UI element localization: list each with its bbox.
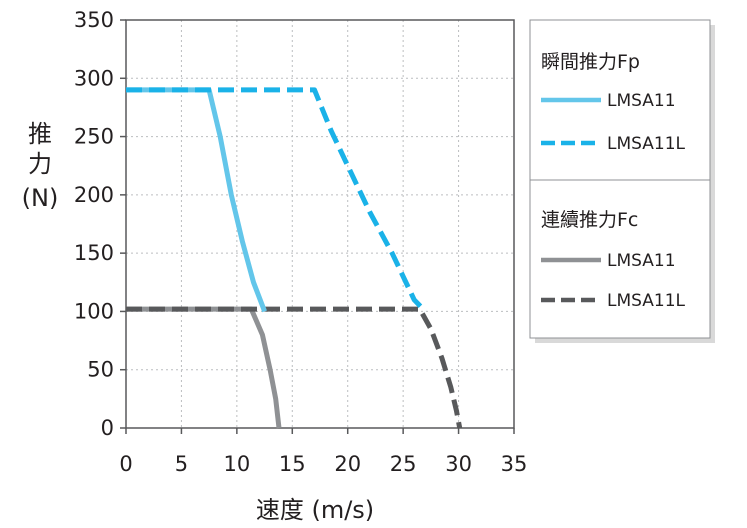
- y-tick-label: 200: [74, 183, 114, 207]
- x-tick-label: 10: [223, 452, 250, 476]
- x-tick-label: 20: [334, 452, 361, 476]
- legend: 瞬間推力Fp LMSA11 LMSA11L 連續推力Fc LMSA11 LMSA…: [529, 19, 715, 343]
- y-axis-title: 推 力 (N): [22, 120, 59, 212]
- y-tick-label: 250: [74, 125, 114, 149]
- legend-label-lmsa11l-peak: LMSA11L: [607, 134, 686, 154]
- x-axis-title: 速度 (m/s): [256, 496, 374, 524]
- y-axis-title-line-3: (N): [22, 184, 59, 212]
- legend-label-lmsa11l-continuous: LMSA11L: [607, 291, 686, 311]
- series-line-2: [126, 306, 282, 429]
- x-tick-label: 15: [279, 452, 306, 476]
- y-tick-label: 350: [74, 8, 114, 32]
- x-tick-label: 35: [501, 452, 528, 476]
- y-axis-title-line-2: 力: [28, 150, 52, 178]
- series-line-0: [126, 87, 267, 313]
- x-tick-label: 25: [390, 452, 417, 476]
- legend-group-title-continuous: 連續推力Fc: [541, 209, 638, 231]
- y-tick-label: 300: [74, 66, 114, 90]
- x-tick-label: 0: [119, 452, 132, 476]
- legend-group-title-peak: 瞬間推力Fp: [541, 51, 640, 73]
- y-axis-title-line-1: 推: [28, 120, 52, 148]
- plot-area-frame: [125, 19, 515, 429]
- legend-label-lmsa11-peak: LMSA11: [607, 91, 676, 111]
- y-tick-label: 150: [74, 241, 114, 265]
- legend-label-lmsa11-continuous: LMSA11: [607, 251, 676, 271]
- grid: [126, 20, 514, 428]
- y-tick-label: 100: [74, 299, 114, 323]
- x-tick-label: 5: [175, 452, 188, 476]
- series-layer: [126, 87, 463, 429]
- y-tick-label: 50: [87, 358, 114, 382]
- x-tick-label: 30: [445, 452, 472, 476]
- legend-box: [529, 19, 711, 339]
- series-line-1: [126, 87, 428, 314]
- y-tick-label: 0: [101, 416, 114, 440]
- series-line-3: [126, 306, 463, 429]
